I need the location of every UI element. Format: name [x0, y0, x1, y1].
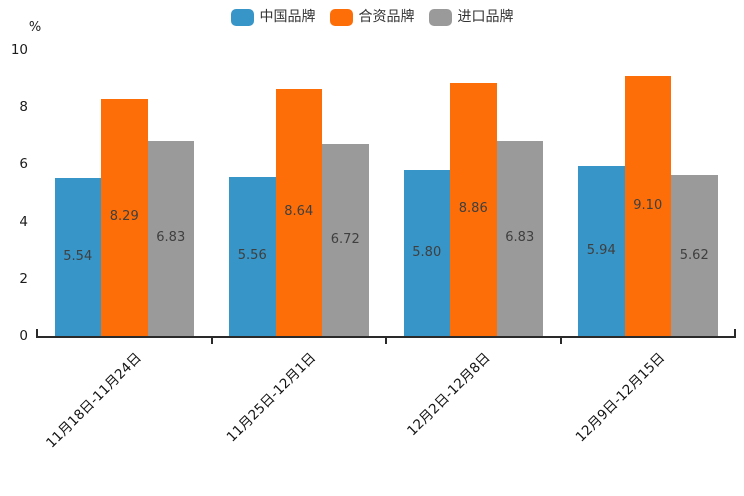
y-axis-unit-label: %: [28, 20, 42, 35]
x-tick-label: 11月18日-11月24日: [42, 349, 145, 452]
y-tick-label: 6: [19, 156, 28, 173]
bar-series2-cat3: [450, 82, 497, 336]
y-tick-label: 10: [10, 42, 28, 58]
bar-series2-cat2: [275, 88, 322, 336]
bar-series3-cat4: [671, 175, 718, 336]
y-tick-label: 2: [19, 270, 28, 287]
bar-series2-cat1: [101, 98, 148, 336]
bar-value-label: 5.54: [63, 248, 93, 264]
bar-value-label: 6.83: [156, 230, 186, 246]
bar-value-label: 6.72: [330, 231, 360, 247]
y-tick-label: 8: [19, 99, 28, 116]
legend-item-2: 合资品牌: [329, 9, 415, 26]
legend-item-label: 进口品牌: [457, 9, 514, 25]
bar-value-label: 5.94: [586, 243, 616, 259]
bar-series3-cat3: [496, 140, 543, 336]
bar-value-label: 9.10: [633, 197, 663, 213]
x-axis-tick: [734, 329, 736, 336]
bar-series3-cat2: [322, 143, 369, 336]
bar-series1-cat1: [54, 177, 101, 336]
bar-series2-cat4: [624, 75, 671, 336]
bar-series1-cat2: [229, 176, 276, 336]
bar-value-label: 8.29: [109, 209, 139, 225]
legend-swatch-icon: [329, 9, 353, 26]
x-tick-label: 12月2日-12月8日: [404, 349, 494, 440]
bar-series1-cat4: [578, 166, 625, 336]
x-axis-tick: [210, 338, 213, 344]
legend-swatch-icon: [230, 9, 254, 26]
x-axis-tick: [559, 338, 562, 344]
bar-series1-cat3: [403, 170, 450, 336]
bar-value-label: 8.86: [458, 201, 488, 217]
legend-item-1: 中国品牌: [230, 9, 316, 26]
legend-item-3: 进口品牌: [428, 9, 514, 26]
chart-legend: 中国品牌 合资品牌 进口品牌: [0, 9, 744, 26]
legend-swatch-icon: [428, 9, 452, 26]
legend-item-label: 合资品牌: [358, 9, 415, 25]
x-axis-tick: [385, 338, 387, 344]
y-tick-label: 4: [19, 213, 28, 230]
x-tick-label: 12月9日-12月15日: [572, 349, 668, 446]
bar-series3-cat1: [147, 140, 194, 336]
bar-value-label: 5.80: [412, 245, 442, 261]
x-axis-line: [36, 336, 736, 338]
bar-value-label: 5.56: [237, 248, 267, 264]
bar-value-label: 8.64: [284, 204, 314, 220]
bar-value-label: 5.62: [679, 247, 709, 263]
x-tick-label: 11月25日-12月1日: [223, 349, 319, 446]
y-tick-label: 0: [19, 328, 28, 344]
x-axis-tick: [36, 329, 38, 336]
legend-item-label: 中国品牌: [259, 9, 316, 25]
bar-value-label: 6.83: [505, 230, 535, 246]
